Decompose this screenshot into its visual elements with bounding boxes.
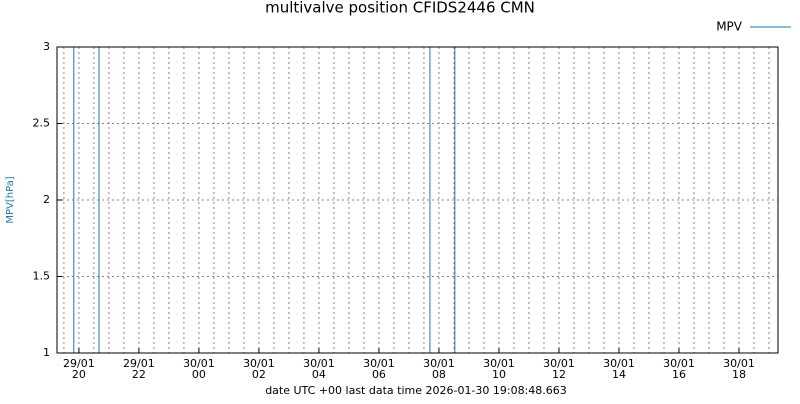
y-tick-label: 3 <box>43 40 50 53</box>
x-tick-label: 00 <box>192 368 206 381</box>
x-tick-label: 12 <box>552 368 566 381</box>
x-tick-label: 14 <box>612 368 626 381</box>
y-tick-label: 1.5 <box>33 270 51 283</box>
x-tick-label: 30/01 <box>243 357 275 370</box>
x-tick-label: 30/01 <box>303 357 335 370</box>
y-tick-label: 2 <box>43 193 50 206</box>
x-tick-label: 30/01 <box>603 357 635 370</box>
x-tick-label: 18 <box>732 368 746 381</box>
x-tick-label: 29/01 <box>63 357 95 370</box>
x-tick-label: 30/01 <box>183 357 215 370</box>
legend-label: MPV <box>716 20 743 34</box>
x-tick-label: 16 <box>672 368 686 381</box>
x-tick-label: 29/01 <box>123 357 155 370</box>
plot-frame <box>56 46 779 354</box>
x-tick-label: 30/01 <box>723 357 755 370</box>
y-tick-label: 2.5 <box>33 117 51 130</box>
x-tick-label: 02 <box>252 368 266 381</box>
x-tick-label: 30/01 <box>483 357 515 370</box>
x-tick-label: 06 <box>372 368 386 381</box>
x-axis-label: date UTC +00 last data time 2026-01-30 1… <box>265 384 567 397</box>
x-tick-label: 22 <box>132 368 146 381</box>
x-tick-label: 04 <box>312 368 326 381</box>
y-tick-label: 1 <box>43 346 50 359</box>
x-tick-label: 08 <box>432 368 446 381</box>
x-tick-label: 30/01 <box>663 357 695 370</box>
x-tick-label: 20 <box>72 368 86 381</box>
x-tick-label: 30/01 <box>363 357 395 370</box>
y-axis-label: MPV[hPa] <box>5 176 16 223</box>
x-tick-label: 10 <box>492 368 506 381</box>
chart-title: multivalve position CFIDS2446 CMN <box>265 0 535 17</box>
x-tick-label: 30/01 <box>543 357 575 370</box>
x-tick-label: 30/01 <box>423 357 455 370</box>
